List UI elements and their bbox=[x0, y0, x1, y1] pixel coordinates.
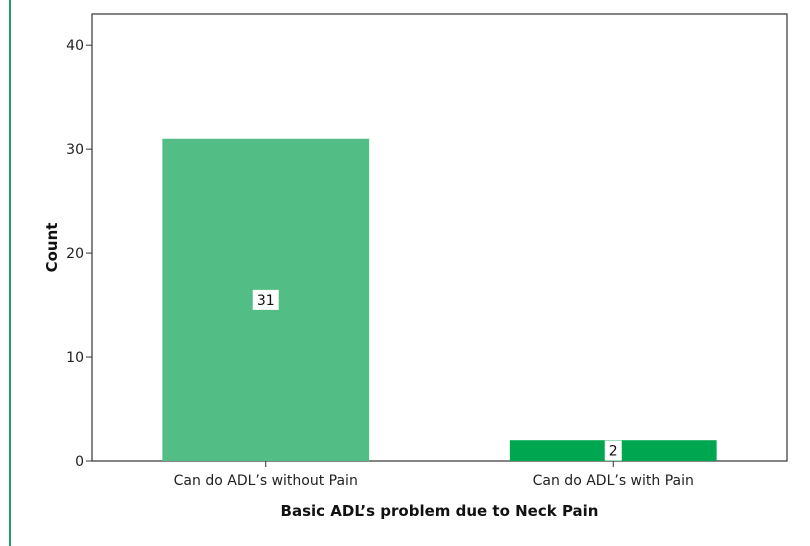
data-label: 2 bbox=[609, 444, 618, 460]
x-axis-title: Basic ADL’s problem due to Neck Pain bbox=[281, 502, 599, 520]
y-tick-label: 0 bbox=[75, 454, 84, 470]
data-label-box bbox=[252, 289, 279, 310]
accent-rule bbox=[9, 0, 11, 546]
plot-frame bbox=[91, 13, 788, 462]
x-category-label: Can do ADL’s with Pain bbox=[533, 473, 694, 489]
y-axis: 0 10 20 30 40 bbox=[66, 38, 92, 470]
data-label-box bbox=[604, 440, 622, 461]
bars-group: 31 2 bbox=[162, 138, 717, 461]
y-axis-title: Count bbox=[43, 223, 61, 273]
y-tick-label: 30 bbox=[66, 142, 84, 158]
x-axis: Can do ADL’s without Pain Can do ADL’s wi… bbox=[174, 461, 694, 489]
x-category-label: Can do ADL’s without Pain bbox=[174, 473, 358, 489]
y-tick-label: 40 bbox=[66, 38, 84, 54]
y-tick-label: 10 bbox=[66, 350, 84, 366]
y-tick-label: 20 bbox=[66, 246, 84, 262]
data-label: 31 bbox=[257, 293, 275, 309]
